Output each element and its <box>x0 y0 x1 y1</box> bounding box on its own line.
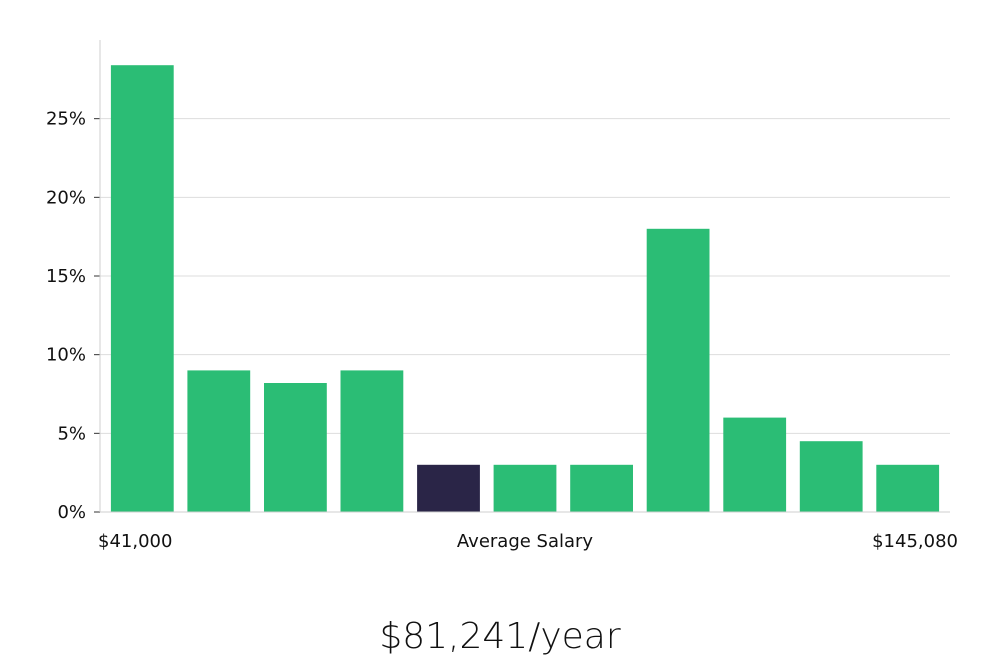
bar <box>493 464 557 512</box>
y-tick-label: 20% <box>46 187 86 208</box>
grid-lines <box>100 118 950 434</box>
bar <box>570 464 633 512</box>
y-tick-label: 5% <box>57 423 86 444</box>
y-tick-label: 10% <box>46 345 86 366</box>
bars <box>110 65 940 513</box>
bar <box>799 441 863 512</box>
bar-highlighted <box>417 464 480 512</box>
y-tick-labels: 0% 5% 10% 15% 20% 25% <box>46 109 86 523</box>
x-label-min: $41,000 <box>98 531 172 552</box>
bar <box>876 464 940 512</box>
x-label-max: $145,080 <box>872 531 958 552</box>
bar <box>264 383 327 512</box>
x-label-average: Average Salary <box>457 531 594 552</box>
y-tick-label: 0% <box>57 502 86 523</box>
y-tick-label: 15% <box>46 266 86 287</box>
bar <box>187 370 251 512</box>
bar <box>723 417 787 512</box>
average-salary-headline: $81,241/year <box>379 616 621 657</box>
bar <box>646 228 710 513</box>
bar <box>340 370 404 512</box>
bar <box>110 65 174 512</box>
y-tick-label: 25% <box>46 109 86 130</box>
axes <box>94 40 950 513</box>
